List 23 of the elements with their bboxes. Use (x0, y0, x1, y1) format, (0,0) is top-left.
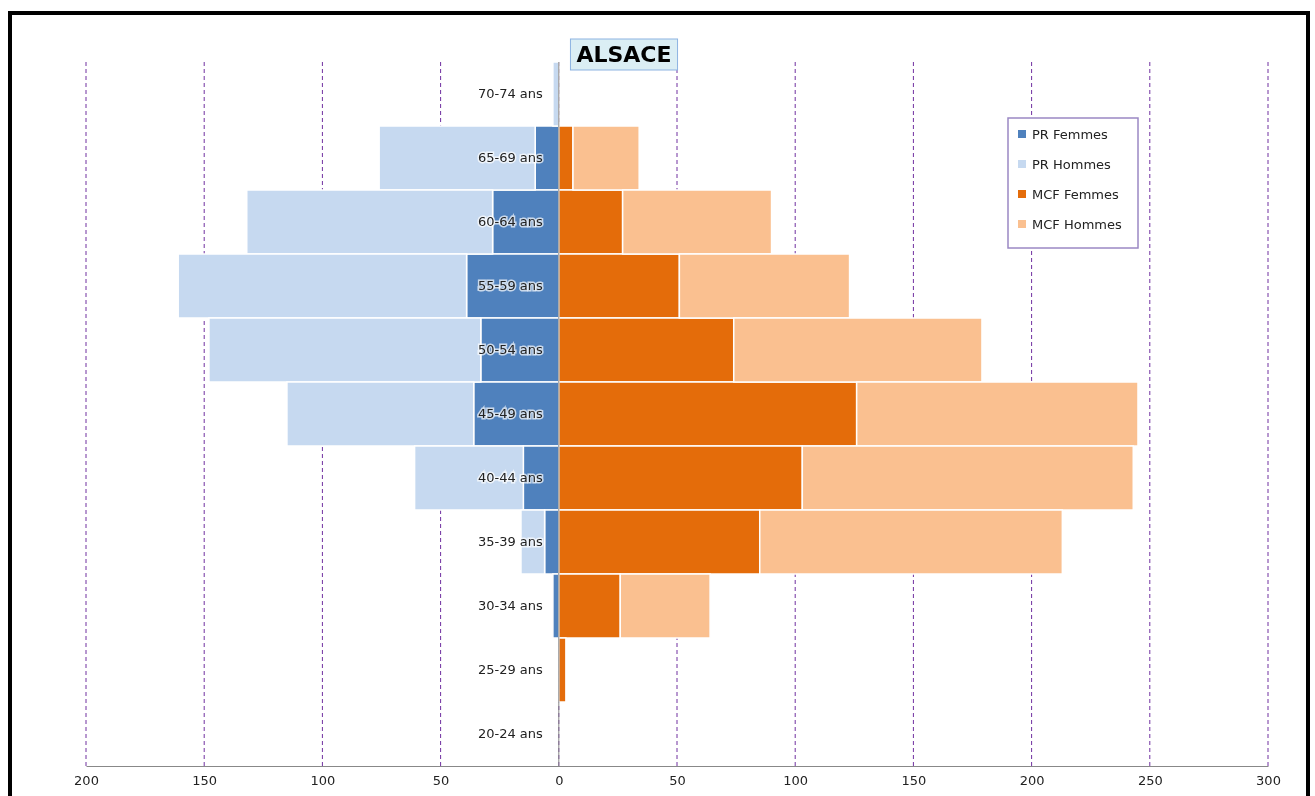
x-tick-label: 50 (432, 773, 450, 789)
x-tick-label: 150 (192, 773, 218, 789)
y-tick-label: 25-29 ans (477, 662, 544, 678)
legend-label: MCF Femmes (1032, 187, 1119, 202)
y-tick-label: 55-59 ans (477, 278, 544, 294)
x-tick-label: 300 (1256, 773, 1281, 789)
legend-label: MCF Hommes (1032, 217, 1122, 232)
y-tick-label: 70-74 ans (477, 86, 544, 102)
x-tick-label: 250 (1137, 773, 1163, 789)
legend-label: PR Femmes (1032, 127, 1109, 142)
x-tick-label: 150 (901, 773, 927, 789)
y-tick-label: 30-34 ans (477, 598, 544, 614)
legend-label: PR Hommes (1032, 157, 1112, 172)
x-tick-label: 100 (783, 773, 809, 789)
x-tick-label: 0 (555, 773, 564, 789)
x-tick-label: 200 (74, 773, 99, 789)
x-tick-label: 50 (669, 773, 686, 789)
chart-title: ALSACE (576, 42, 672, 67)
x-tick-label: 200 (1019, 773, 1045, 789)
x-tick-label: 100 (310, 773, 336, 789)
y-tick-label: 45-49 ans (477, 406, 544, 422)
y-tick-label: 20-24 ans (477, 726, 544, 742)
y-tick-label: 35-39 ans (477, 534, 544, 550)
